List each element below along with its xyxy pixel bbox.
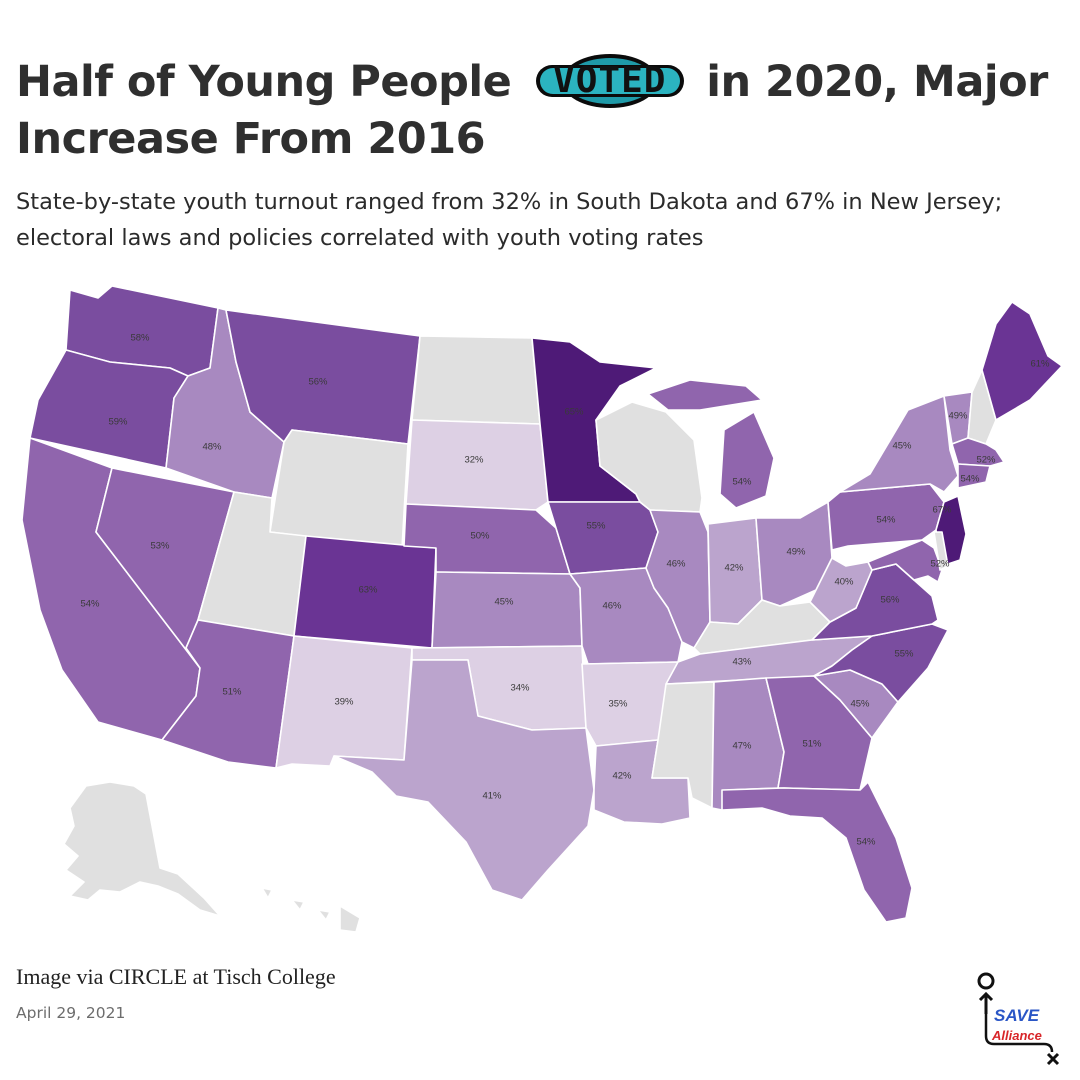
- state-ct: [957, 463, 991, 489]
- state-ny: [839, 395, 959, 493]
- voted-badge: VOTED: [530, 53, 690, 109]
- page-title: Half of Young People VOTED in 2020, Majo…: [16, 53, 1066, 166]
- state-value-label-nc: 55%: [894, 649, 914, 660]
- voted-badge-label: VOTED: [553, 59, 667, 101]
- state-value-label-mn: 65%: [564, 407, 584, 418]
- state-value-label-mi: 54%: [732, 477, 752, 488]
- page-subtitle: State-by-state youth turnout ranged from…: [16, 189, 1003, 251]
- state-value-label-mt: 56%: [308, 377, 328, 388]
- state-value-label-wa: 58%: [130, 333, 150, 344]
- state-value-label-ga: 51%: [802, 739, 822, 750]
- state-value-label-va: 56%: [880, 595, 900, 606]
- us-turnout-map: 58% 59% 54% 53% 48% 56% 51% 63% 39% 32% 50% 45% 34% 4…: [21, 285, 1063, 933]
- state-il: [645, 509, 711, 649]
- state-fl: [721, 781, 913, 923]
- state-value-label-vt: 49%: [948, 411, 968, 422]
- state-value-label-sd: 32%: [464, 455, 484, 466]
- state-wy: [269, 429, 409, 549]
- state-value-label-ia: 55%: [586, 521, 606, 532]
- state-value-label-ne: 50%: [470, 531, 490, 542]
- state-md: [867, 539, 943, 583]
- title-part-1: Half of Young People: [16, 57, 512, 107]
- state-nd: [411, 335, 541, 425]
- state-value-label-md: 52%: [930, 559, 950, 570]
- state-value-label-co: 63%: [358, 585, 378, 596]
- state-value-label-sc: 45%: [850, 699, 870, 710]
- state-value-label-id: 48%: [202, 442, 222, 453]
- publish-date: April 29, 2021: [16, 1004, 126, 1022]
- state-value-label-ct: 54%: [960, 474, 980, 485]
- state-ak: [63, 781, 221, 917]
- image-credit: Image via CIRCLE at Tisch College: [16, 964, 336, 989]
- state-nc: [813, 623, 949, 703]
- state-value-label-il: 46%: [666, 559, 686, 570]
- state-value-label-ar: 35%: [608, 699, 628, 710]
- state-value-label-pa: 54%: [876, 515, 896, 526]
- state-value-label-mo: 46%: [602, 601, 622, 612]
- state-value-label-oh: 49%: [786, 547, 806, 558]
- state-nh: [967, 369, 997, 445]
- state-me: [981, 301, 1063, 421]
- state-value-label-ca: 54%: [80, 599, 100, 610]
- title-part-2: in 2020, Major Increase From 2016: [16, 57, 1048, 164]
- state-value-label-in: 42%: [724, 563, 744, 574]
- state-value-label-az: 51%: [222, 687, 242, 698]
- state-value-label-al: 47%: [732, 741, 752, 752]
- state-value-label-me: 61%: [1030, 359, 1050, 370]
- state-value-label-nv: 53%: [150, 541, 170, 552]
- state-de: [933, 531, 949, 571]
- state-value-label-ma: 52%: [976, 455, 996, 466]
- save-alliance-logo: SAVE Alliance: [974, 968, 1066, 1072]
- state-value-label-or: 59%: [108, 417, 128, 428]
- state-value-label-nm: 39%: [334, 697, 354, 708]
- state-value-label-tn: 43%: [732, 657, 752, 668]
- state-hi: [261, 887, 361, 933]
- logo-alliance-text: Alliance: [992, 1028, 1042, 1043]
- state-value-label-nj: 67%: [932, 505, 952, 516]
- state-ks: [431, 571, 583, 649]
- state-mi: [647, 379, 775, 509]
- state-value-label-fl: 54%: [856, 837, 876, 848]
- state-tx: [333, 659, 595, 901]
- state-value-label-ok: 34%: [510, 683, 530, 694]
- save-alliance-logo-mark: [977, 972, 1060, 1066]
- state-id: [165, 307, 285, 499]
- state-value-label-wv: 40%: [834, 577, 854, 588]
- voted-badge-shape: [535, 53, 684, 108]
- state-value-label-tx: 41%: [482, 791, 502, 802]
- state-value-label-ks: 45%: [494, 597, 514, 608]
- state-value-label-la: 42%: [612, 771, 632, 782]
- state-value-label-ny: 45%: [892, 441, 912, 452]
- logo-save-text: SAVE: [994, 1006, 1040, 1025]
- state-sd: [405, 419, 549, 511]
